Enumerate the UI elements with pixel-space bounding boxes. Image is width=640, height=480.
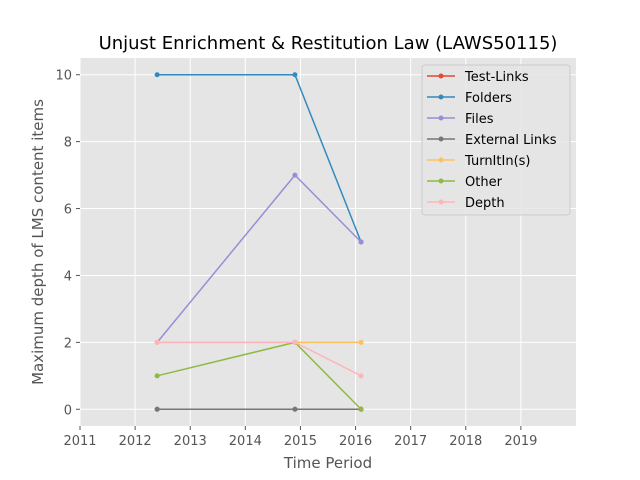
x-tick-label: 2014 — [229, 434, 262, 449]
x-tick-label: 2013 — [174, 434, 207, 449]
chart-title: Unjust Enrichment & Restitution Law (LAW… — [99, 33, 558, 54]
legend-label: Files — [465, 112, 494, 127]
y-tick-label: 2 — [64, 336, 72, 351]
legend-swatch-marker — [438, 157, 444, 163]
y-tick-label: 4 — [64, 269, 72, 284]
data-point — [358, 373, 364, 379]
legend-swatch-marker — [438, 136, 444, 142]
y-axis-ticks: 0 2 4 6 8 10 — [55, 69, 80, 418]
legend-item: Test-Links — [427, 70, 529, 85]
data-point — [292, 339, 298, 345]
x-tick-label: 2016 — [339, 434, 372, 449]
data-point — [292, 406, 298, 412]
x-tick-label: 2012 — [119, 434, 152, 449]
data-point — [358, 406, 364, 412]
y-tick-label: 10 — [55, 69, 72, 84]
legend-item: TurnItIn(s) — [427, 154, 530, 169]
legend-label: TurnItIn(s) — [464, 154, 530, 169]
legend: Test-Links Folders Files External Links Turn… — [421, 64, 571, 216]
x-axis-label: Time Period — [283, 454, 372, 472]
legend-swatch-marker — [438, 73, 444, 79]
legend-swatch-marker — [438, 199, 444, 205]
legend-swatch-marker — [438, 94, 444, 100]
legend-label: Other — [465, 175, 503, 190]
x-tick-label: 2019 — [504, 434, 537, 449]
data-point — [292, 172, 298, 178]
data-point — [358, 239, 364, 245]
legend-box — [421, 64, 571, 216]
y-tick-label: 6 — [64, 203, 72, 218]
legend-item: Folders — [427, 91, 512, 106]
x-tick-label: 2011 — [63, 434, 96, 449]
x-tick-label: 2017 — [394, 434, 427, 449]
data-point — [358, 339, 364, 345]
legend-label: Test-Links — [464, 70, 529, 85]
legend-label: Depth — [465, 196, 505, 211]
legend-label: External Links — [465, 133, 557, 148]
legend-swatch-marker — [438, 178, 444, 184]
series-depth — [154, 339, 364, 379]
legend-item: Files — [427, 112, 494, 127]
x-tick-label: 2018 — [449, 434, 482, 449]
data-point — [154, 373, 160, 379]
legend-item: Depth — [427, 196, 505, 211]
legend-swatch-marker — [438, 115, 444, 121]
data-point — [154, 406, 160, 412]
series-lines — [154, 72, 364, 412]
y-tick-label: 0 — [64, 403, 72, 418]
data-point — [154, 339, 160, 345]
legend-item: External Links — [427, 133, 557, 148]
y-tick-label: 8 — [64, 136, 72, 151]
data-point — [292, 72, 298, 78]
data-point — [154, 72, 160, 78]
x-tick-label: 2015 — [284, 434, 317, 449]
x-axis-ticks: 2011 2012 2013 2014 2015 2016 2017 2018 2019 — [63, 426, 537, 449]
y-axis-label: Maximum depth of LMS content items — [29, 99, 47, 385]
legend-item: Other — [427, 175, 503, 190]
legend-label: Folders — [465, 91, 512, 106]
